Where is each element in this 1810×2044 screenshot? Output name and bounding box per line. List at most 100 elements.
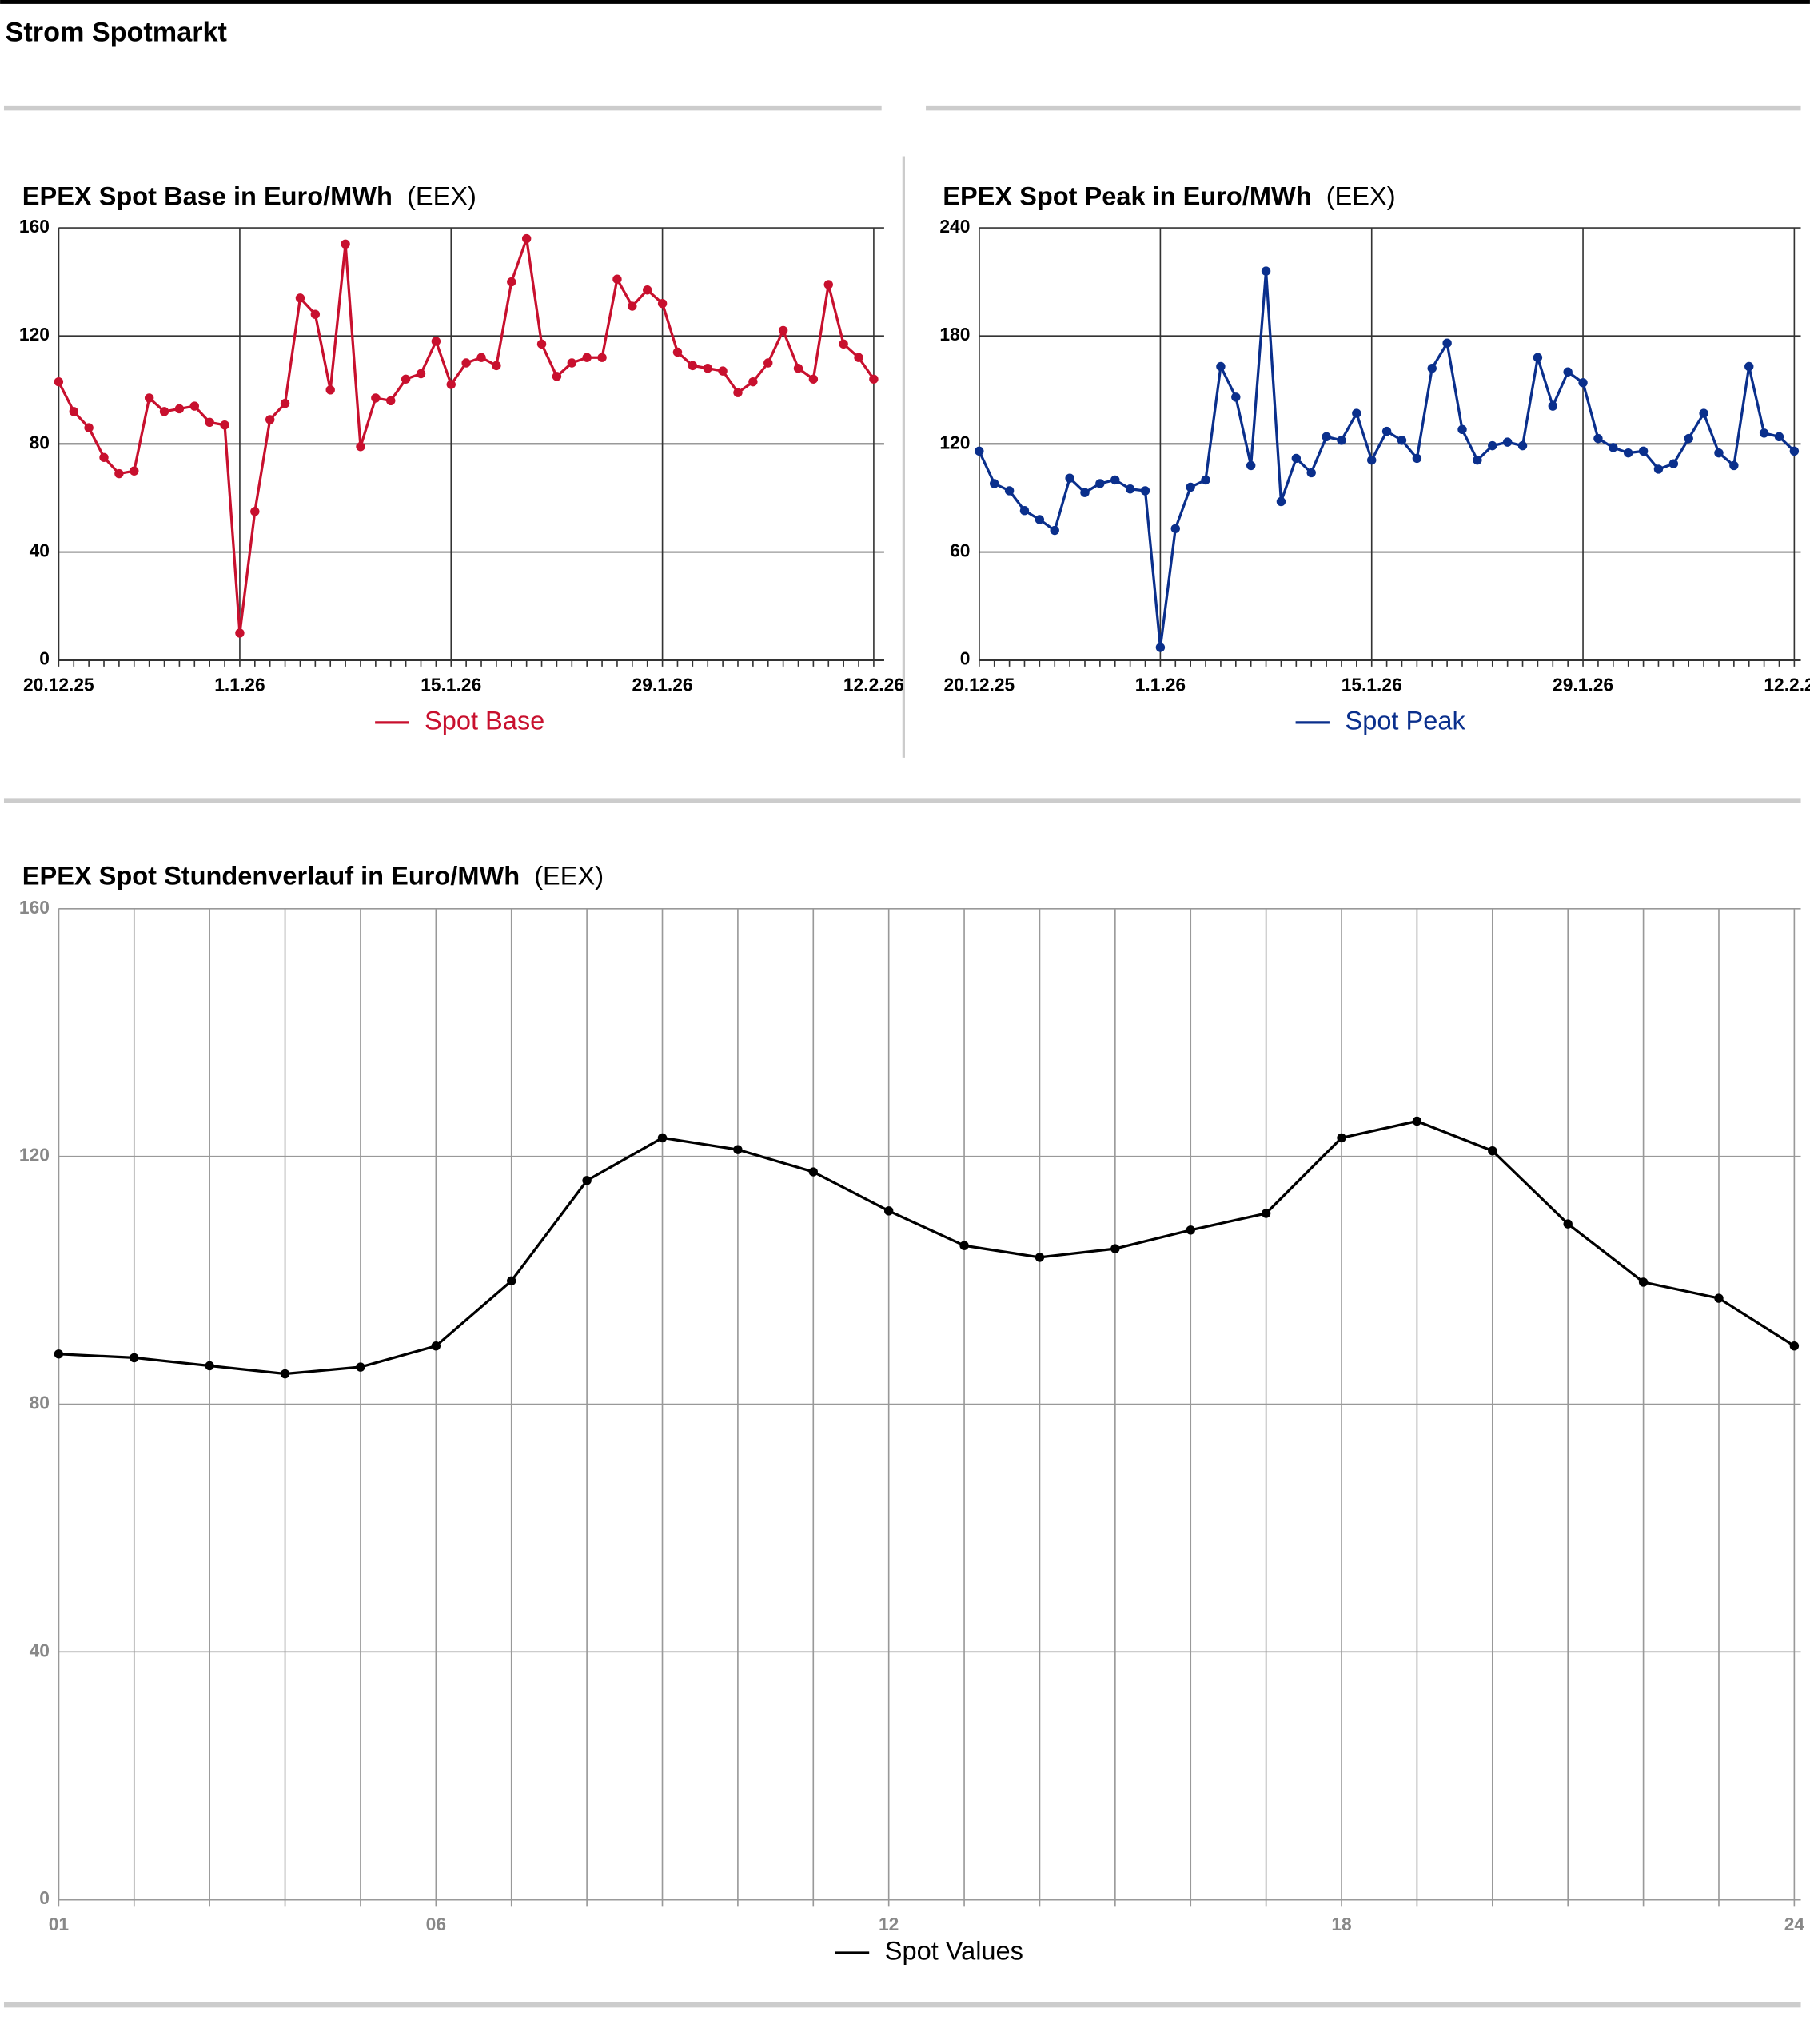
y-tick-label: 80 [30,432,50,452]
data-point [431,1341,441,1351]
data-point [808,1167,818,1177]
y-tick-label: 0 [960,648,971,669]
data-point [1186,482,1195,492]
chart-title: EPEX Spot Peak in Euro/MWh (EEX) [943,181,1395,210]
data-point [643,285,652,295]
data-point [130,466,139,476]
data-point [235,628,245,638]
data-point [672,347,683,357]
legend-label: Spot Peak [1345,707,1465,735]
data-point [1668,459,1679,468]
y-tick-label: 120 [19,1145,50,1165]
data-point [1140,486,1150,496]
data-point [854,353,863,362]
data-point [1638,446,1649,456]
x-tick-label: 1.1.26 [1135,674,1186,695]
data-point [1261,266,1271,276]
data-point [507,1276,516,1286]
data-point [1397,436,1407,445]
data-point [295,293,305,303]
data-point [492,361,501,371]
y-tick-label: 80 [30,1393,50,1413]
data-point [84,423,94,432]
data-point [1050,525,1059,536]
data-point [1276,496,1286,507]
chart-title: EPEX Spot Stundenverlauf in Euro/MWh (EE… [22,861,604,890]
data-point [703,364,712,373]
data-point [582,353,592,362]
x-tick-label: 20.12.25 [943,674,1015,695]
data-point [265,415,275,424]
data-point [1246,460,1256,471]
y-tick-label: 180 [939,324,970,345]
data-point [763,358,773,368]
data-point [793,364,803,373]
chart-title-text: EPEX Spot Base in Euro/MWh [22,181,393,210]
data-point [1110,475,1120,485]
data-point [1231,392,1241,402]
data-point [1170,524,1180,533]
data-point [1261,1209,1271,1218]
top-bar [0,0,1810,4]
data-point [507,277,516,287]
data-point [54,1349,64,1359]
data-point [1125,484,1135,494]
data-point [431,337,441,346]
data-point [461,358,471,368]
data-point [1502,437,1513,447]
data-point [446,380,456,389]
chart-source: (EEX) [534,861,604,890]
data-point [341,239,350,249]
data-point [1684,433,1693,444]
data-point [1080,488,1090,497]
data-point [1019,506,1030,516]
series-line [57,237,875,635]
data-point [778,325,788,336]
data-point [1306,468,1316,478]
data-point [1593,433,1603,444]
page-title: Strom Spotmarkt [6,17,227,47]
data-point [1095,479,1105,488]
data-point [386,396,396,406]
data-point [1638,1277,1649,1287]
x-tick-label: 12.2.26 [1764,674,1810,695]
data-point [54,377,64,387]
legend-label: Spot Base [425,707,544,735]
data-point [1563,1219,1573,1229]
data-point [733,388,743,397]
data-point [1759,428,1769,438]
data-point [883,1206,894,1216]
data-point [1110,1244,1120,1253]
data-point [1186,1225,1195,1235]
x-tick-label: 20.12.25 [23,674,94,695]
series-line [978,269,1796,649]
chart-title-text: EPEX Spot Peak in Euro/MWh [943,181,1311,210]
data-point [718,366,728,376]
y-tick-label: 160 [19,897,50,918]
data-point [597,353,607,362]
data-point [1004,486,1015,496]
data-point [69,407,78,416]
data-point [1442,338,1452,348]
data-point [975,446,984,456]
data-point [1653,464,1664,474]
x-tick-label: 24 [1784,1914,1805,1934]
data-point [1412,1116,1422,1126]
data-point [536,339,547,349]
data-point [657,298,668,309]
data-point [628,301,637,311]
legend-label: Spot Values [885,1937,1023,1966]
y-tick-label: 40 [30,540,50,561]
series-line [58,1119,1796,1376]
data-point [1548,401,1557,411]
data-point [1578,378,1588,388]
data-point [869,374,879,384]
chart-title: EPEX Spot Base in Euro/MWh (EEX) [22,181,476,210]
data-point [189,401,199,411]
data-point [205,417,214,428]
data-point [325,385,335,395]
data-point [476,353,486,362]
data-point [612,274,622,284]
y-tick-label: 160 [19,216,50,237]
